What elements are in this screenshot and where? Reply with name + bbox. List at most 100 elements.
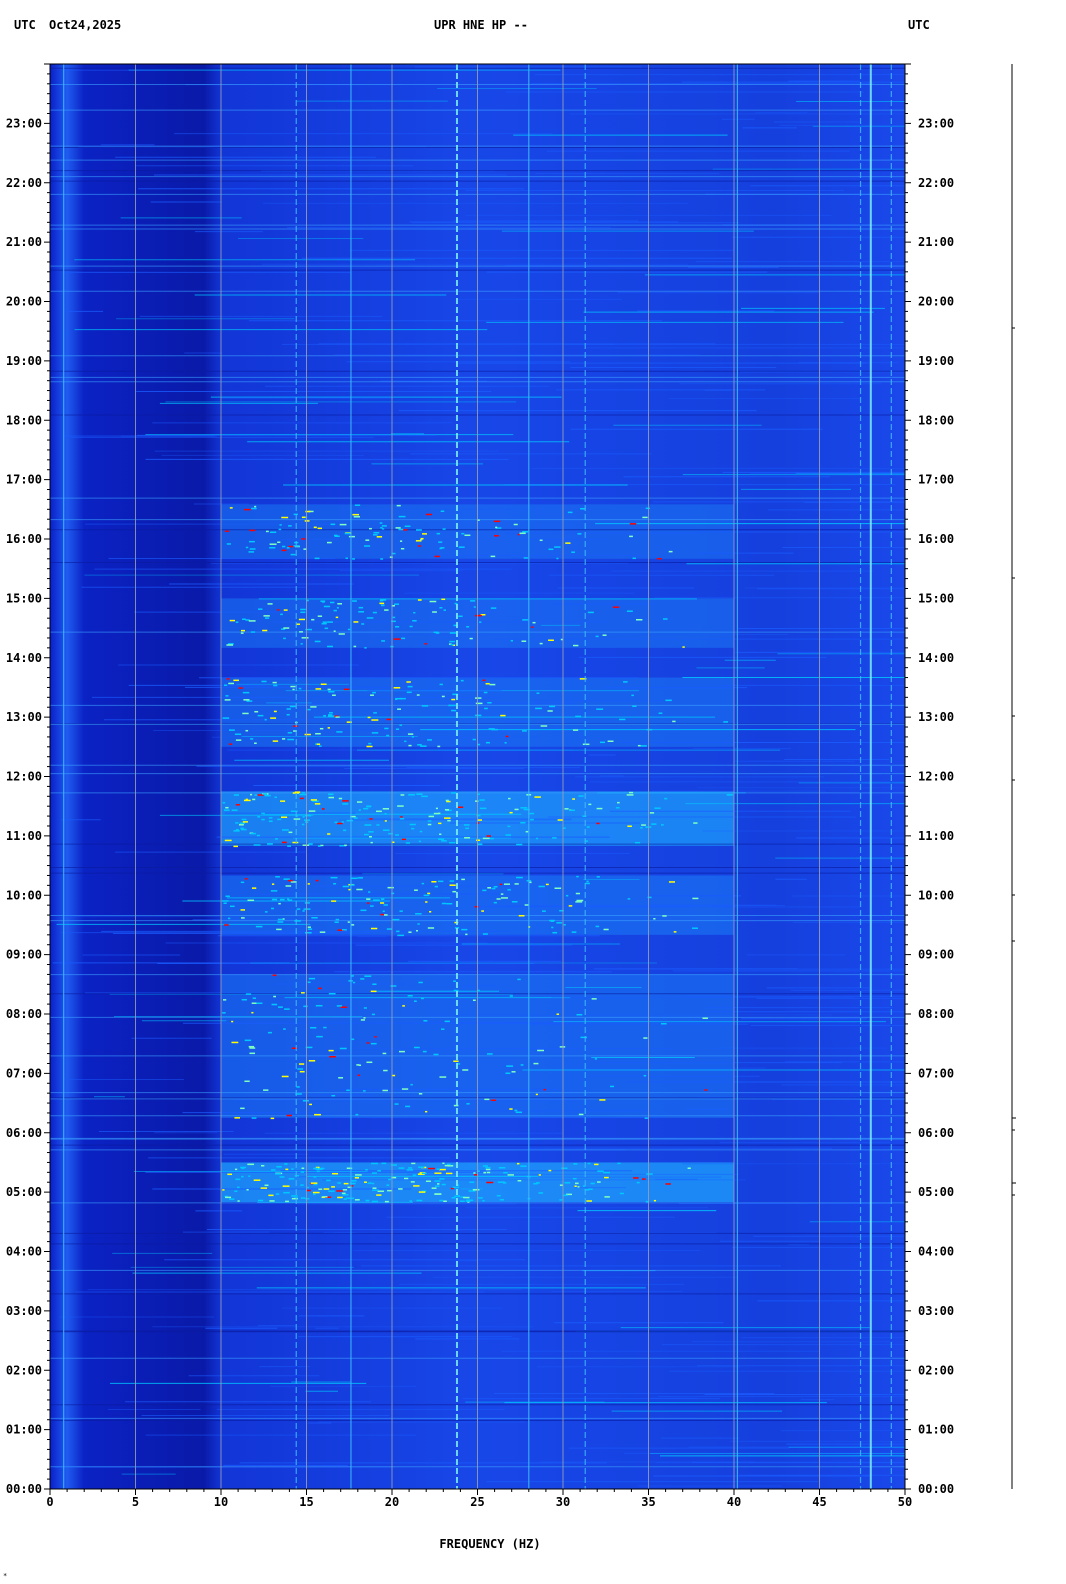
speckle [692,897,699,900]
speckle [302,816,305,818]
speckle [556,1013,560,1015]
speckle [344,532,351,535]
speckle [595,925,600,928]
speckle [306,1189,311,1192]
speckle [457,1063,461,1065]
speckle [276,1166,282,1168]
speckle [353,621,359,623]
speckle [453,1104,459,1107]
left-timezone-label: UTC [14,18,36,32]
speckle [505,1072,511,1075]
speckle [366,745,373,748]
y-tick-left-8: 08:00 [6,1007,42,1021]
speckle [244,878,248,880]
x-tick-25: 25 [470,1495,484,1509]
speckle [279,898,285,901]
speckle [314,1113,321,1116]
speckle [540,725,548,727]
speckle [250,832,256,835]
speckle [240,1107,245,1110]
speckle [434,555,440,558]
speckle [251,507,257,510]
speckle [586,880,589,883]
speckle [363,1007,367,1009]
speckle [550,920,554,922]
speckle [470,600,476,602]
speckle [341,929,347,931]
persistent-frequency-lines [63,64,892,1489]
y-tick-right-17: 17:00 [918,473,954,487]
speckle [313,526,317,529]
speckle [381,528,385,530]
speckle [604,1196,610,1198]
speckle [392,918,400,921]
speckle [646,728,653,731]
speckle [371,1013,376,1016]
speckle [424,643,428,645]
speckle [301,538,306,540]
speckle [320,600,326,602]
speckle [477,843,483,846]
speckle [365,1168,368,1171]
speckle [257,1199,264,1202]
speckle [367,716,371,719]
speckle [254,710,259,713]
speckle [450,1187,455,1190]
speckle [418,1093,423,1095]
speckle [291,1168,294,1170]
speckle [629,535,633,538]
speckle [522,619,529,621]
speckle [314,557,320,560]
speckle [552,931,558,934]
speckle [242,821,248,823]
speckle [249,1047,256,1049]
speckle [420,997,424,1000]
speckle [410,1181,415,1183]
speckle [445,1172,453,1175]
speckle [328,1049,334,1052]
speckle [439,1076,447,1078]
speckle [597,1181,601,1183]
speckle [288,1178,295,1180]
speckle [299,631,303,633]
speckle [602,634,607,636]
speckle [351,975,354,977]
speckle [475,800,479,802]
speckle [483,691,488,694]
speckle [370,905,374,907]
speckle [379,522,383,524]
speckle [277,1006,283,1008]
speckle [334,535,340,537]
speckle [384,813,387,815]
y-tick-left-10: 10:00 [6,888,42,902]
speckle [394,626,400,628]
speckle [258,608,263,610]
speckle [382,1089,388,1092]
speckle [333,630,336,632]
speckle [291,1197,298,1200]
speckle [240,629,246,632]
speckle [541,910,546,912]
speckle [439,607,443,609]
speckle [534,796,541,798]
speckle [507,797,511,800]
speckle [376,536,383,538]
speckle [266,843,273,845]
speckle [269,543,277,545]
speckle [255,925,263,928]
speckle [489,683,496,686]
speckle [354,1177,360,1179]
speckle [500,897,508,899]
speckle [343,1198,347,1200]
speckle [596,708,604,710]
speckle [329,1056,336,1058]
speckle [562,1194,568,1197]
speckle [417,744,422,746]
speckle [472,1189,480,1191]
speckle [233,845,238,848]
speckle [416,694,420,696]
y-tick-left-17: 17:00 [6,473,42,487]
speckle [382,910,385,913]
speckle [525,830,529,833]
speckle [447,819,451,822]
